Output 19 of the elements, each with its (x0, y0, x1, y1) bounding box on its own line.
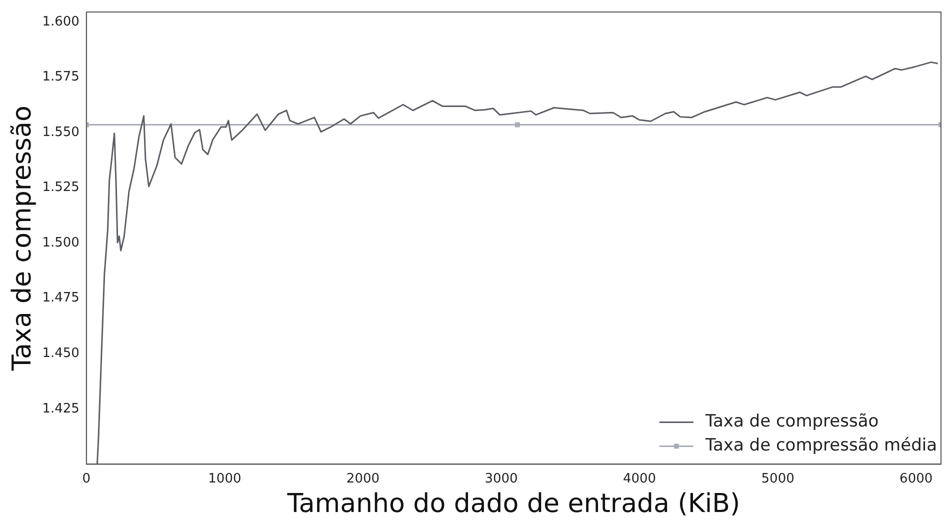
y-tick-label: 1.500 (42, 235, 80, 250)
y-tick-label: 1.450 (42, 346, 80, 362)
x-tick-label: 2000 (346, 471, 380, 486)
x-tick-label: 5000 (761, 471, 794, 486)
legend-label: Taxa de compressão média (704, 436, 938, 456)
y-tick-label: 1.575 (42, 70, 80, 85)
y-axis-title: Taxa de compressão (7, 106, 38, 372)
x-tick-label: 6000 (900, 471, 933, 486)
x-tick-label: 3000 (484, 471, 518, 486)
y-tick-label: 1.425 (42, 401, 80, 416)
y-tick-label: 1.475 (42, 290, 80, 306)
legend-label: Taxa de compressão (704, 412, 879, 432)
y-tick-label: 1.550 (42, 124, 80, 140)
y-tick-label: 1.525 (42, 180, 80, 196)
y-tick-label: 1.600 (42, 14, 80, 30)
x-tick-label: 0 (82, 471, 91, 486)
x-tick-label: 1000 (208, 471, 242, 486)
x-axis-title: Tamanho do dado de entrada (KiB) (286, 489, 740, 520)
x-tick-label: 4000 (623, 471, 656, 486)
